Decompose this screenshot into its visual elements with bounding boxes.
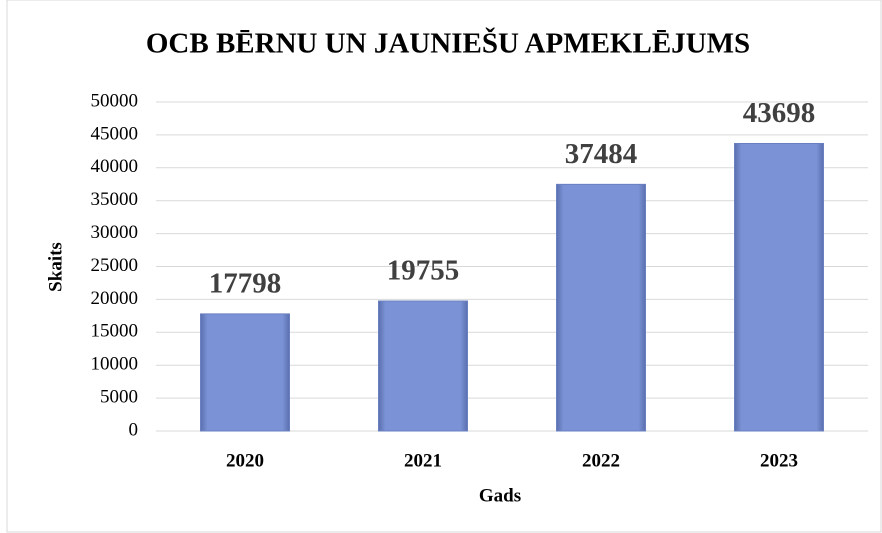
- y-tick-label: 10000: [91, 354, 139, 375]
- bar: [556, 183, 646, 432]
- x-tick-label: 2020: [226, 450, 264, 471]
- y-tick-label: 0: [129, 419, 139, 440]
- y-tick-label: 50000: [91, 90, 139, 111]
- y-tick-label: 40000: [91, 156, 139, 177]
- y-tick-label: 45000: [91, 123, 139, 144]
- value-label: 37484: [565, 138, 638, 170]
- bar: [734, 142, 824, 432]
- value-label: 43698: [743, 97, 816, 129]
- y-axis-label: Skaits: [45, 242, 66, 292]
- value-label: 19755: [387, 255, 460, 287]
- value-label: 17798: [209, 268, 282, 300]
- bar: [200, 313, 290, 432]
- y-tick-label: 25000: [91, 255, 139, 276]
- y-tick-label: 30000: [91, 222, 139, 243]
- y-tick-label: 5000: [100, 386, 138, 407]
- x-tick-label: 2021: [404, 450, 442, 471]
- y-tick-label: 35000: [91, 189, 139, 210]
- y-tick-label: 20000: [91, 288, 139, 309]
- y-tick-label: 15000: [91, 321, 139, 342]
- x-tick-label: 2023: [760, 450, 798, 471]
- x-tick-label: 2022: [582, 450, 620, 471]
- bar: [378, 300, 468, 432]
- x-axis-label: Gads: [479, 485, 521, 506]
- chart-title: OCB BĒRNU UN JAUNIEŠU APMEKLĒJUMS: [146, 27, 750, 60]
